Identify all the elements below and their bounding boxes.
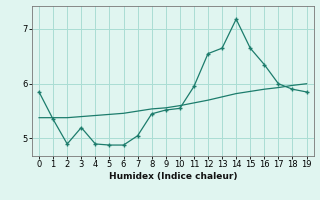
X-axis label: Humidex (Indice chaleur): Humidex (Indice chaleur) xyxy=(108,172,237,181)
